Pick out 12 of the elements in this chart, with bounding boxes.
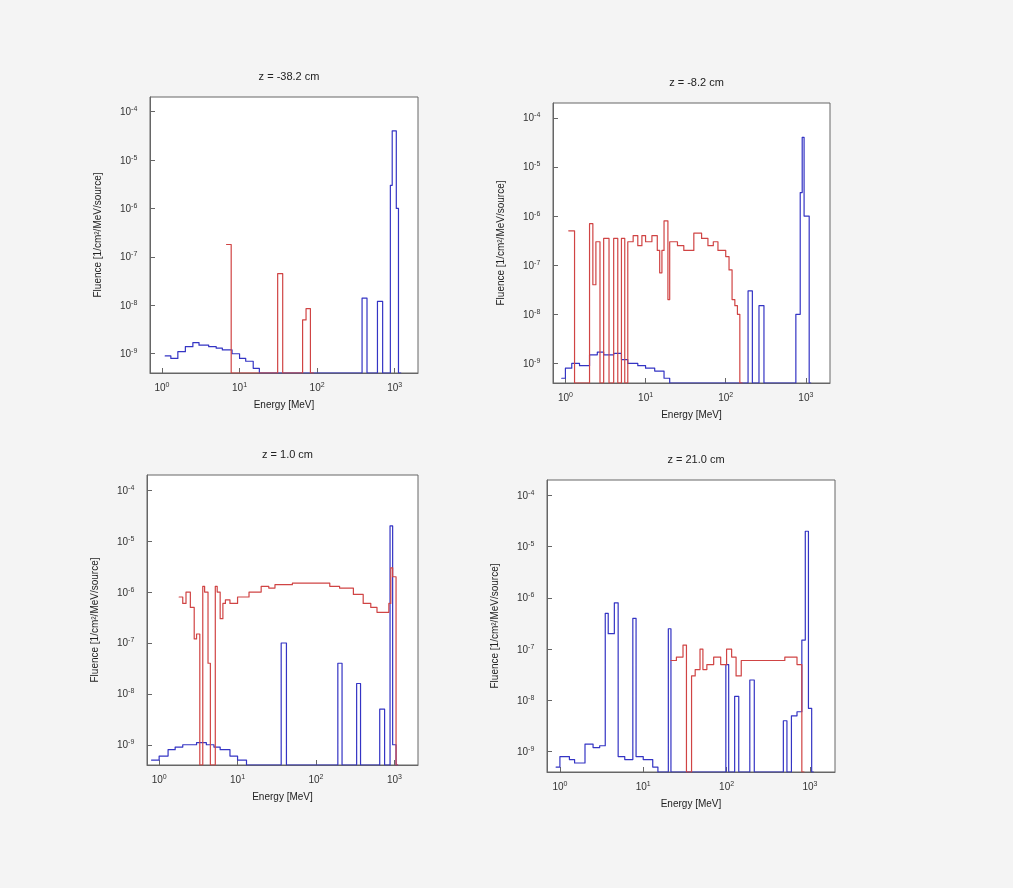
y-axis-title: Fluence [1/cm²/MeV/source] xyxy=(494,180,506,306)
chart-title: z = 1.0 cm xyxy=(261,447,314,460)
x-axis-title: Energy [MeV] xyxy=(252,790,314,802)
x-axis-title: Energy [MeV] xyxy=(661,408,723,420)
chart-title: z = -38.2 cm xyxy=(258,69,320,82)
y-axis-title: Fluence [1/cm²/MeV/source] xyxy=(488,563,500,689)
chart-title: z = 21.0 cm xyxy=(667,452,725,465)
y-axis-title: Fluence [1/cm²/MeV/source] xyxy=(88,557,100,683)
chart-title: z = -8.2 cm xyxy=(669,75,724,88)
y-axis-title: Fluence [1/cm²/MeV/source] xyxy=(91,172,103,298)
x-axis-title: Energy [MeV] xyxy=(660,797,722,809)
x-axis-title: Energy [MeV] xyxy=(253,398,315,410)
